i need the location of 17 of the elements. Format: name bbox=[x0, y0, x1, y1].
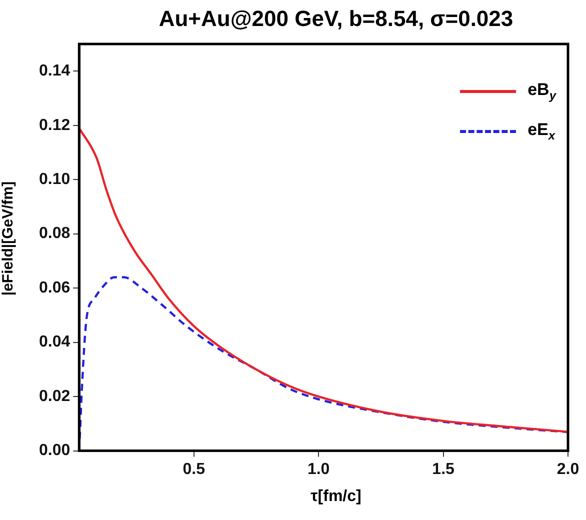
x-tick-label: 2.0 bbox=[556, 460, 580, 478]
x-tick-label: 1.0 bbox=[307, 460, 330, 478]
y-tick-label: 0.10 bbox=[39, 171, 70, 188]
x-tick-label: 1.5 bbox=[432, 460, 455, 478]
y-tick-label: 0.06 bbox=[39, 279, 70, 296]
y-tick-label: 0.12 bbox=[39, 116, 70, 134]
x-axis-title: τ[fm/c] bbox=[310, 488, 362, 506]
y-tick-label: 0.00 bbox=[39, 442, 70, 460]
chart-title: Au+Au@200 GeV, b=8.54, σ=0.023 bbox=[158, 6, 514, 32]
y-axis-title: |eField|[GeV/fm] bbox=[0, 180, 16, 298]
x-tick-label: 0.5 bbox=[182, 460, 206, 478]
y-tick-label: 0.04 bbox=[39, 334, 70, 351]
y-tick-label: 0.08 bbox=[39, 225, 70, 242]
y-tick-label: 0.14 bbox=[39, 62, 70, 80]
legend-label: eB$_{y}$ bbox=[528, 80, 556, 102]
y-tick-label: 0.02 bbox=[39, 388, 70, 405]
legend-label: eE$_{x}$ bbox=[528, 120, 556, 143]
